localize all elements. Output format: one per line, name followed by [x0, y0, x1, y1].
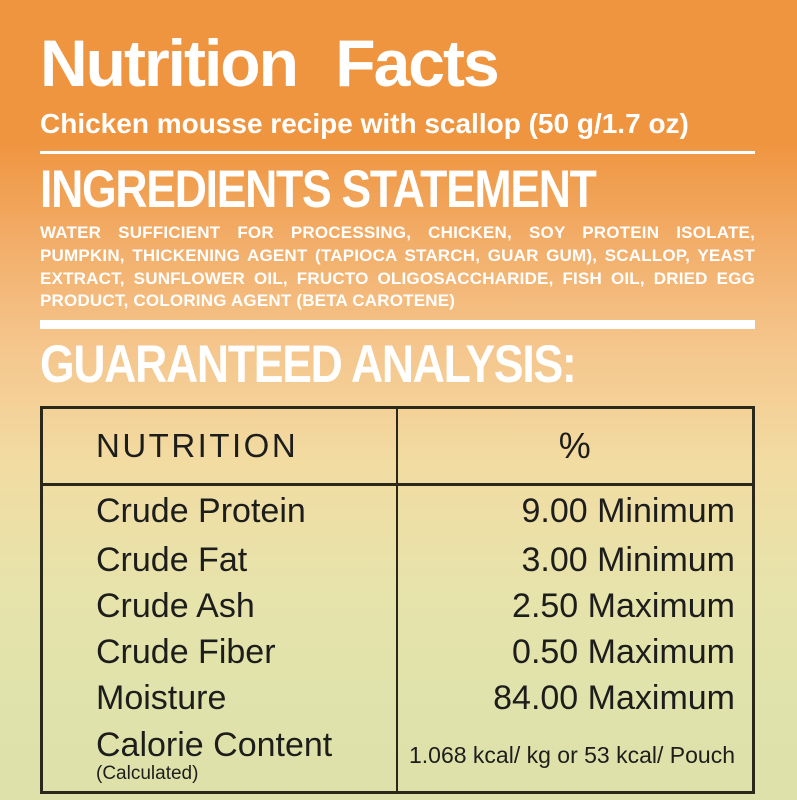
- guaranteed-analysis-table: NUTRITION % Crude Protein 9.00 Minimum C…: [40, 405, 755, 794]
- column-header-nutrition: NUTRITION: [43, 408, 398, 483]
- nutrient-value: 0.50 Maximum: [512, 632, 735, 671]
- table-row: Moisture 84.00 Maximum: [43, 674, 752, 721]
- nutrient-note: (Calculated): [96, 763, 199, 785]
- ingredients-heading: INGREDIENTS STATEMENT: [40, 160, 597, 220]
- nutrient-label: Crude Fat: [96, 540, 248, 579]
- nutrient-label: Moisture: [96, 678, 227, 717]
- nutrient-label: Crude Fiber: [96, 632, 276, 671]
- nutrient-value: 84.00 Maximum: [493, 678, 735, 717]
- guaranteed-analysis-heading: GUARANTEED ANALYSIS:: [40, 334, 577, 394]
- table-row: Crude Fat 3.00 Minimum: [43, 536, 752, 583]
- table-row: Crude Protein 9.00 Minimum: [43, 485, 752, 537]
- nutrient-value: 3.00 Minimum: [521, 540, 735, 579]
- nutrient-label: Crude Protein: [96, 492, 306, 531]
- ingredients-text: WATER SUFFICIENT FOR PROCESSING, CHICKEN…: [40, 223, 755, 311]
- table-row: Calorie Content (Calculated) 1.068 kcal/…: [43, 720, 752, 791]
- product-subtitle: Chicken mousse recipe with scallop (50 g…: [40, 108, 689, 140]
- table-row: Crude Ash 2.50 Maximum: [43, 582, 752, 629]
- nutrient-label: Calorie Content: [96, 726, 333, 765]
- nutrient-value: 1.068 kcal/ kg or 53 kcal/ Pouch: [408, 742, 735, 769]
- nutrient-label: Crude Ash: [96, 586, 255, 625]
- column-header-percent: %: [558, 424, 591, 466]
- nutrient-value: 9.00 Minimum: [521, 492, 735, 531]
- divider-thin: [40, 151, 755, 155]
- nutrient-value: 2.50 Maximum: [512, 586, 735, 625]
- table-row: Crude Fiber 0.50 Maximum: [43, 628, 752, 675]
- divider-thick: [40, 319, 755, 329]
- table-header-row: NUTRITION %: [43, 408, 752, 486]
- page-title: Nutrition Facts: [40, 26, 500, 100]
